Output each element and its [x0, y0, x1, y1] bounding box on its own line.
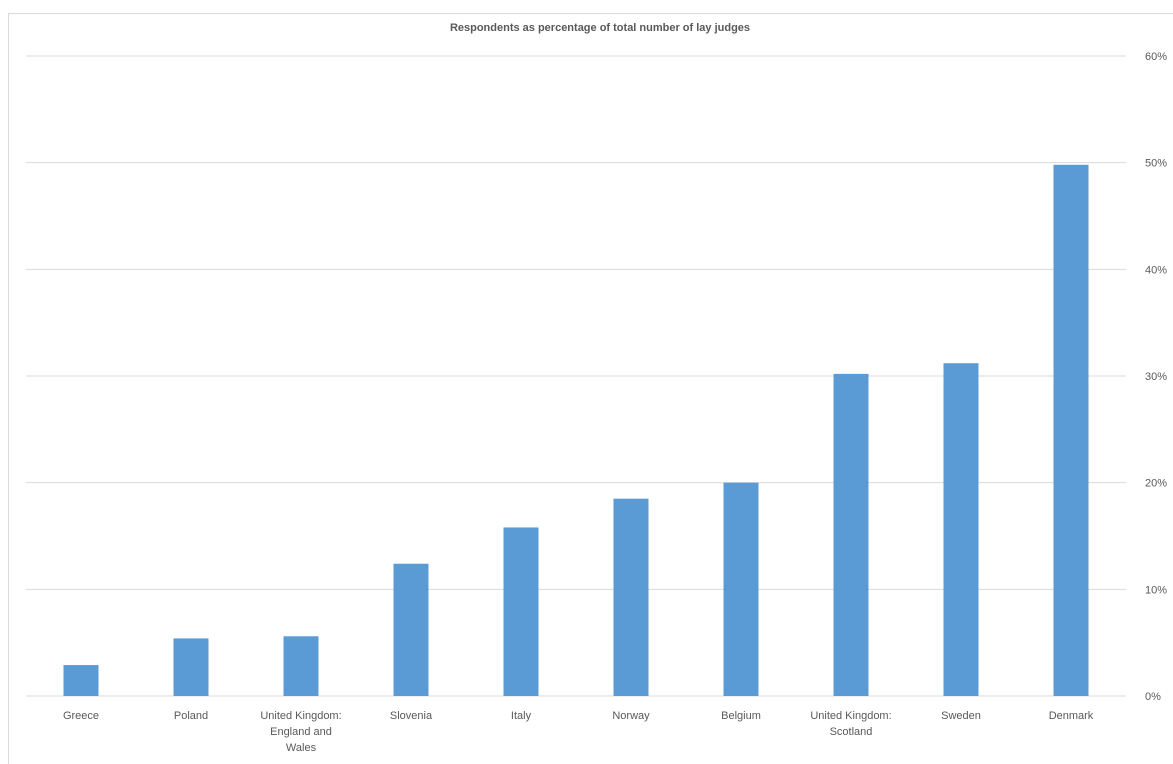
x-category-label: Italy: [511, 710, 532, 722]
bar: [1053, 164, 1089, 697]
bar: [833, 373, 869, 696]
x-category-label: Norway: [612, 710, 650, 722]
x-category-label: Denmark: [1049, 710, 1094, 722]
bar: [503, 527, 539, 696]
bar: [283, 636, 319, 696]
x-category-label: Sweden: [941, 710, 981, 722]
x-category-label: Greece: [63, 710, 99, 722]
chart-title: Respondents as percentage of total numbe…: [449, 22, 751, 34]
x-category-label: United Kingdom:: [260, 710, 341, 722]
y-tick-label: 60%: [1145, 51, 1167, 63]
y-tick-label: 50%: [1145, 158, 1167, 170]
y-tick-label: 0%: [1145, 691, 1161, 703]
x-category-label: England and: [270, 726, 332, 738]
bar: [63, 665, 99, 696]
x-category-label: United Kingdom:: [810, 710, 891, 722]
y-tick-label: 30%: [1145, 371, 1167, 383]
y-tick-label: 40%: [1145, 264, 1167, 276]
chart-frame: [8, 13, 1173, 764]
y-tick-label: 10%: [1145, 584, 1167, 596]
bar: [173, 638, 209, 696]
x-category-label: Slovenia: [390, 710, 433, 722]
bar: [393, 563, 429, 696]
x-category-label: Wales: [286, 742, 317, 754]
y-tick-label: 20%: [1145, 478, 1167, 490]
bar: [723, 482, 759, 696]
x-category-label: Belgium: [721, 710, 761, 722]
bar: [943, 363, 979, 696]
x-category-label: Scotland: [830, 726, 873, 738]
bar: [613, 498, 649, 696]
x-category-label: Poland: [174, 710, 208, 722]
